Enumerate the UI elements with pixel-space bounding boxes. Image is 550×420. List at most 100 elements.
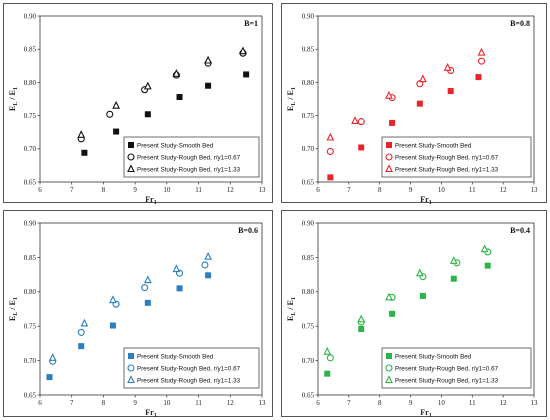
data-point-triangle (204, 55, 212, 64)
data-point-triangle (477, 47, 486, 56)
x-tick-label: 10 (438, 186, 446, 194)
x-tick-label: 12 (227, 186, 235, 194)
legend-marker-circle (127, 364, 135, 372)
x-tick-label: 6 (38, 186, 42, 194)
x-tick-label: 9 (409, 186, 413, 194)
x-tick-label: 13 (531, 399, 539, 407)
data-point-square (205, 82, 212, 89)
data-point-triangle (143, 275, 152, 284)
data-point-circle (77, 328, 85, 336)
x-axis-label-main: Fr (420, 408, 429, 417)
data-point-square (81, 149, 88, 156)
series-triangle (323, 244, 489, 355)
data-point-triangle (172, 264, 181, 273)
legend-marker-circle (385, 153, 393, 161)
legend: Present Study-Smooth Bed Present Study-Ro… (123, 136, 260, 178)
data-point-square (144, 299, 151, 306)
legend-marker-triangle (385, 375, 393, 384)
y-tick-label: 0.90 (302, 12, 315, 20)
x-tick-label: 6 (316, 399, 320, 407)
legend-entry: Present Study-Rough Bed, r/y1=1.33 (395, 166, 499, 173)
series-circle (49, 261, 209, 365)
data-point-square (243, 71, 250, 78)
data-point-square (109, 322, 116, 329)
legend-entry: Present Study-Rough Bed, r/y1=0.67 (137, 154, 241, 161)
data-point-triangle (357, 314, 366, 323)
legend: Present Study-Smooth Bed Present Study-Ro… (381, 347, 532, 389)
chart-svg: 6 7 8 9 10 11 12 13 0.65 0.70 0.75 0.80 0.85 0.90 Fr1 E… (286, 219, 539, 419)
data-point-circle (326, 354, 334, 362)
x-tick-label: 13 (531, 186, 539, 194)
data-point-circle (201, 261, 209, 269)
y-tick-label: 0.75 (24, 112, 37, 120)
data-point-triangle (419, 74, 427, 83)
chart-panel-b08: 6 7 8 9 10 11 12 13 0.65 0.70 0.75 0.80 0.85 0.90 Fr1 E… (281, 3, 547, 206)
data-point-square (144, 111, 151, 118)
x-tick-label: 9 (133, 399, 137, 407)
data-point-triangle (77, 130, 86, 138)
data-point-square (46, 374, 53, 381)
plot-area (317, 222, 535, 396)
x-tick-label: 11 (469, 399, 476, 407)
data-point-square (176, 94, 183, 101)
x-axis-label: Fr1 (420, 408, 431, 419)
legend-entry: Present Study-Smooth Bed (137, 142, 214, 149)
x-tick-label: 7 (70, 399, 74, 407)
x-tick-label: 6 (316, 186, 320, 194)
data-point-triangle (204, 251, 212, 260)
y-tick-label: 0.90 (24, 12, 37, 20)
x-axis-label-main: Fr (420, 195, 429, 204)
data-point-square (78, 343, 85, 350)
plot-area (39, 15, 263, 183)
y-tick-label: 0.75 (302, 323, 315, 331)
data-point-square (450, 275, 457, 282)
legend-box (381, 347, 532, 389)
chart-panel-b06: 6 7 8 9 10 11 12 13 0.65 0.70 0.75 0.80 0.85 0.90 Fr1 E… (3, 210, 273, 419)
chart-svg: 6 7 8 9 10 11 12 13 0.65 0.70 0.75 0.80 0.85 0.90 Fr1 E… (8, 12, 267, 206)
x-tick-label: 12 (500, 399, 508, 407)
x-axis-label-sub: 1 (154, 413, 157, 419)
data-point-square (358, 325, 365, 332)
x-tick-label: 7 (347, 186, 351, 194)
x-tick-label: 12 (500, 186, 508, 194)
data-point-circle (477, 57, 486, 65)
y-tick-label: 0.80 (302, 288, 315, 296)
data-point-triangle (112, 100, 121, 109)
series-square (324, 262, 491, 377)
plot-area (317, 15, 535, 183)
data-point-square (484, 262, 491, 269)
x-tick-label: 6 (38, 399, 42, 407)
y-tick-label: 0.85 (302, 46, 315, 54)
y-tick-label: 0.85 (302, 254, 315, 262)
data-point-square (447, 88, 454, 95)
x-tick-label: 13 (259, 186, 267, 194)
legend-box (123, 347, 260, 389)
data-point-triangle (239, 46, 247, 55)
data-point-square (358, 144, 365, 151)
legend-marker-square (128, 353, 134, 359)
x-axis-label: Fr1 (145, 195, 156, 206)
series-square (327, 74, 482, 181)
data-point-triangle (323, 346, 332, 355)
legend-marker-circle (385, 364, 393, 372)
legend-entry: Present Study-Smooth Bed (395, 142, 472, 149)
data-point-triangle (143, 81, 152, 90)
y-tick-label: 0.65 (302, 178, 315, 186)
series-square (46, 272, 212, 381)
y-tick-label: 0.70 (302, 145, 315, 153)
data-point-triangle (415, 268, 424, 277)
data-point-circle (326, 147, 334, 156)
y-tick-label: 0.85 (24, 46, 37, 54)
data-point-square (389, 119, 396, 126)
data-point-square (419, 292, 426, 299)
x-axis-label-sub: 1 (154, 200, 157, 206)
x-tick-label: 9 (409, 399, 413, 407)
legend-marker-square (386, 353, 392, 359)
legend-marker-square (386, 142, 392, 148)
y-tick-label: 0.70 (24, 145, 37, 153)
data-point-triangle (48, 353, 57, 361)
legend: Present Study-Smooth Bed Present Study-Ro… (123, 347, 260, 389)
data-point-triangle (385, 90, 393, 99)
data-point-triangle (172, 69, 181, 77)
data-point-square (113, 128, 120, 135)
